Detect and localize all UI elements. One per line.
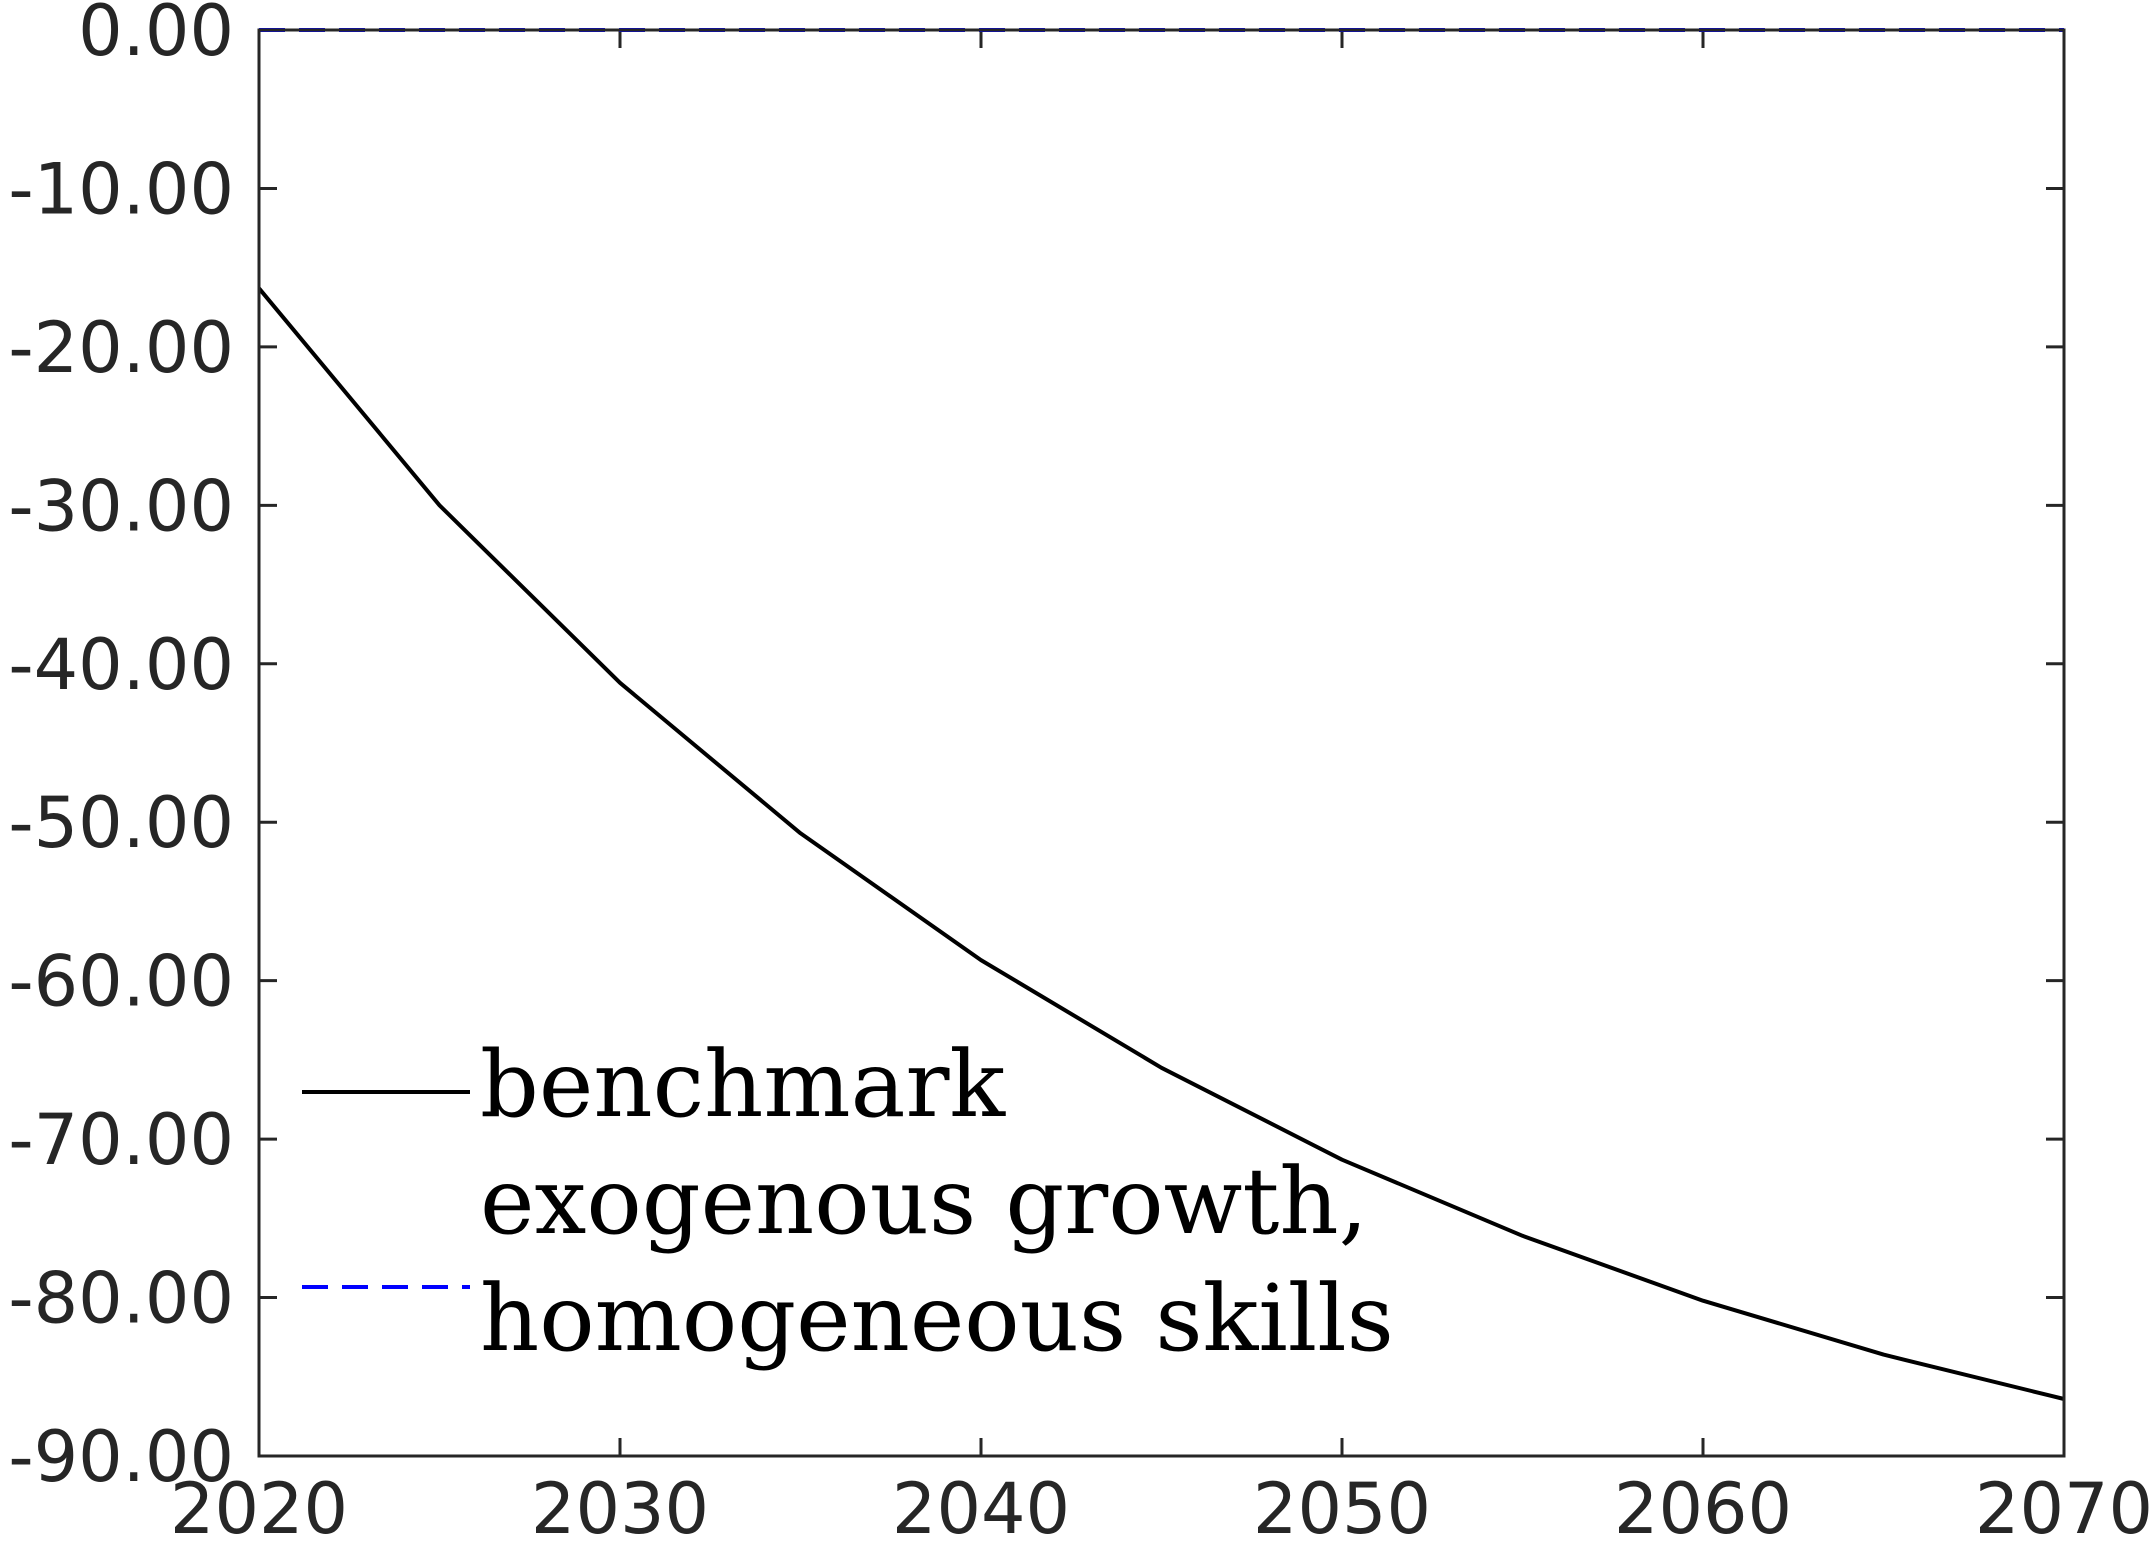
y-tick-label: -80.00 (8, 1258, 234, 1340)
y-tick-label: -30.00 (8, 465, 234, 547)
legend-label: benchmark (480, 1031, 1006, 1138)
x-tick-label: 2040 (892, 1468, 1070, 1550)
x-tick-label: 2070 (1975, 1468, 2153, 1550)
legend-label: homogeneous skills (480, 1265, 1394, 1372)
y-tick-label: -50.00 (8, 782, 234, 864)
x-tick-label: 2020 (170, 1468, 348, 1550)
x-tick-label: 2050 (1253, 1468, 1431, 1550)
y-axis-tick-labels: 0.00 -10.00 -20.00 -30.00 -40.00 -50.00 -60.00… (8, 0, 234, 1498)
plot-frame (257, 28, 2066, 1458)
y-tick-label: -60.00 (8, 941, 234, 1023)
x-tick-label: 2030 (531, 1468, 709, 1550)
y-tick-label: -20.00 (8, 307, 234, 389)
y-tick-label: 0.00 (78, 0, 234, 72)
y-tick-label: -40.00 (8, 624, 234, 706)
x-tick-label: 2060 (1614, 1468, 1792, 1550)
y-tick-label: -10.00 (8, 148, 234, 230)
series-line-benchmark (257, 287, 2065, 1401)
legend-label: exogenous growth, (480, 1148, 1368, 1255)
x-axis-tick-labels: 2020 2030 2040 2050 2060 2070 (170, 1468, 2153, 1550)
y-tick-label: -70.00 (8, 1099, 234, 1181)
y-tick-label: -90.00 (8, 1416, 234, 1498)
